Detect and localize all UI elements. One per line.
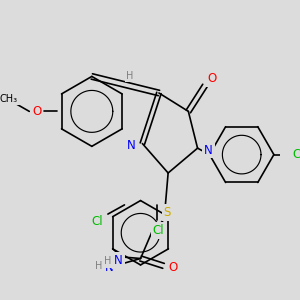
Text: Cl: Cl: [292, 148, 300, 161]
Text: O: O: [168, 261, 177, 274]
Text: H: H: [104, 256, 111, 266]
Text: N: N: [127, 139, 136, 152]
Text: N: N: [114, 254, 123, 267]
Text: S: S: [164, 206, 171, 219]
Text: N: N: [105, 261, 114, 274]
Text: O: O: [32, 105, 41, 118]
Text: O: O: [208, 72, 217, 85]
Text: CH₃: CH₃: [0, 94, 18, 103]
Text: H: H: [94, 261, 102, 271]
Text: H: H: [126, 70, 134, 80]
Text: Cl: Cl: [153, 224, 164, 237]
Text: Cl: Cl: [91, 215, 103, 228]
Text: N: N: [204, 143, 213, 157]
